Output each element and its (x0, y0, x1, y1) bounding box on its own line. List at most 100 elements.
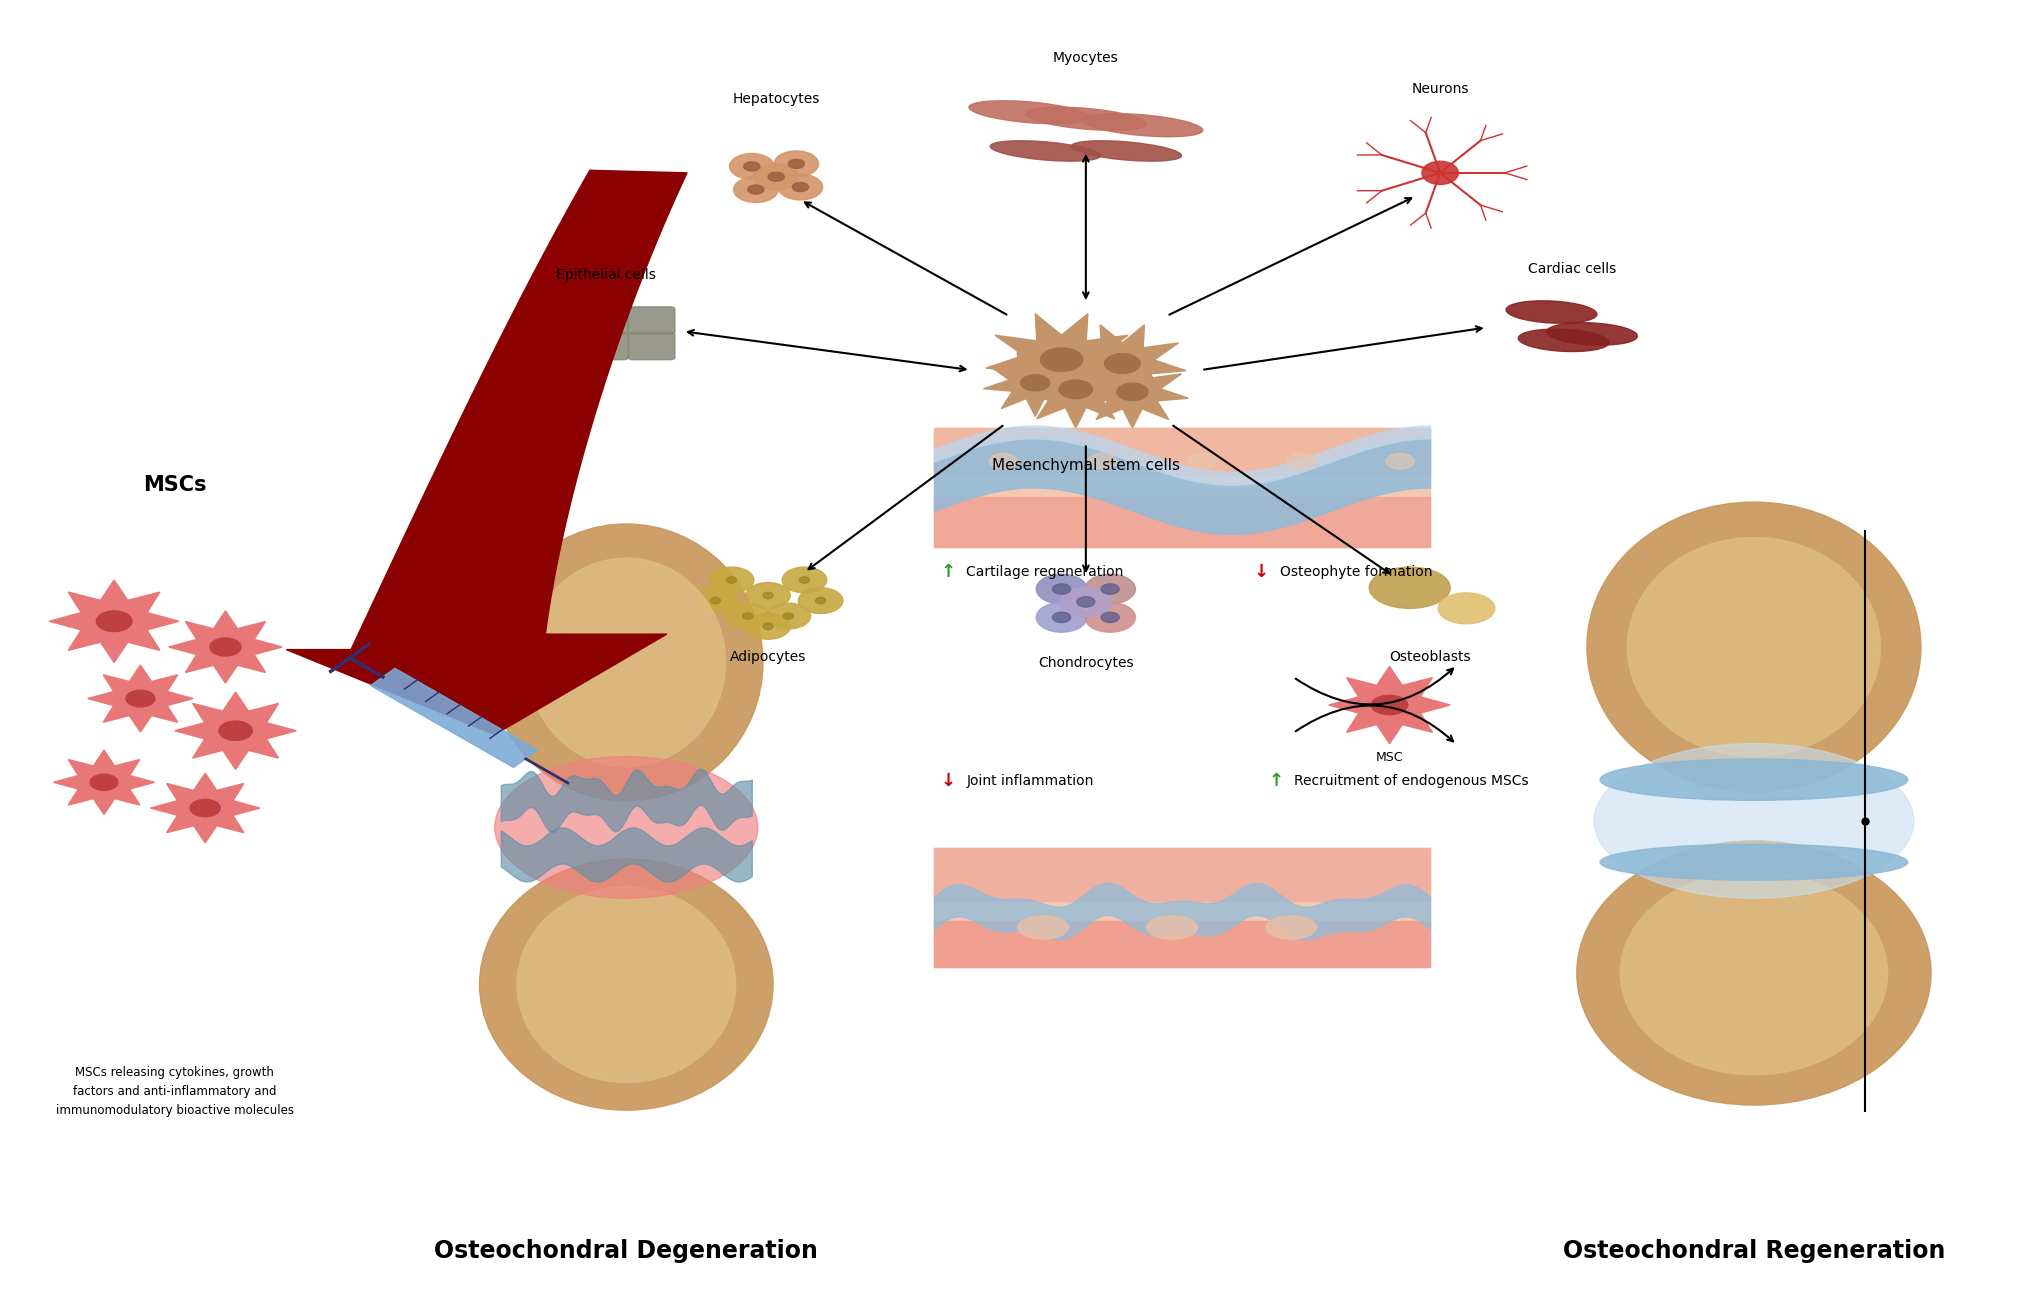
Ellipse shape (1386, 453, 1415, 468)
Text: Myocytes: Myocytes (1054, 50, 1119, 65)
Polygon shape (168, 611, 282, 683)
Ellipse shape (1587, 502, 1920, 792)
Ellipse shape (1084, 575, 1135, 604)
Polygon shape (49, 580, 179, 663)
Ellipse shape (1372, 695, 1407, 714)
Ellipse shape (1041, 348, 1082, 371)
FancyBboxPatch shape (934, 848, 1429, 902)
Ellipse shape (816, 598, 826, 604)
Polygon shape (1058, 325, 1186, 405)
Ellipse shape (1082, 114, 1202, 137)
Ellipse shape (798, 587, 842, 613)
Text: Osteophyte formation: Osteophyte formation (1281, 565, 1433, 580)
FancyBboxPatch shape (583, 307, 629, 334)
Ellipse shape (767, 172, 784, 181)
Ellipse shape (1021, 375, 1050, 391)
FancyBboxPatch shape (934, 497, 1429, 546)
Ellipse shape (788, 159, 804, 168)
Text: Recruitment of endogenous MSCs: Recruitment of endogenous MSCs (1295, 774, 1529, 788)
Ellipse shape (1060, 587, 1110, 617)
Ellipse shape (1506, 300, 1598, 324)
Ellipse shape (1060, 380, 1092, 399)
FancyBboxPatch shape (934, 428, 1429, 475)
Text: MSCs releasing cytokines, growth
factors and anti-inflammatory and
immunomodulat: MSCs releasing cytokines, growth factors… (57, 1066, 294, 1117)
Ellipse shape (745, 582, 790, 608)
Text: Epithelial cells: Epithelial cells (556, 268, 656, 282)
Ellipse shape (1620, 871, 1888, 1075)
Ellipse shape (747, 185, 763, 194)
Ellipse shape (800, 577, 810, 584)
Ellipse shape (765, 603, 810, 629)
Ellipse shape (191, 800, 219, 817)
Ellipse shape (773, 151, 818, 177)
FancyBboxPatch shape (536, 333, 583, 360)
Ellipse shape (495, 757, 757, 898)
Ellipse shape (1116, 383, 1149, 401)
Ellipse shape (991, 141, 1100, 162)
Ellipse shape (1267, 916, 1315, 939)
Ellipse shape (1594, 744, 1914, 898)
Ellipse shape (777, 175, 822, 199)
Ellipse shape (727, 577, 737, 584)
Ellipse shape (1518, 329, 1610, 352)
Ellipse shape (1100, 584, 1119, 594)
FancyBboxPatch shape (934, 428, 1429, 546)
Ellipse shape (708, 567, 753, 593)
Text: ↑: ↑ (1269, 773, 1283, 791)
Polygon shape (150, 774, 260, 842)
Ellipse shape (1600, 844, 1908, 880)
Ellipse shape (753, 164, 798, 190)
Ellipse shape (219, 721, 252, 740)
Polygon shape (286, 171, 686, 735)
Ellipse shape (989, 453, 1017, 468)
Polygon shape (987, 313, 1137, 409)
Ellipse shape (1147, 916, 1198, 939)
Text: ↓: ↓ (940, 773, 956, 791)
Ellipse shape (1547, 322, 1638, 345)
Ellipse shape (1017, 916, 1068, 939)
Ellipse shape (743, 613, 753, 620)
Ellipse shape (763, 624, 773, 630)
Ellipse shape (792, 182, 808, 192)
Text: Mesenchymal stem cells: Mesenchymal stem cells (993, 458, 1179, 472)
Text: ↑: ↑ (940, 563, 956, 581)
Ellipse shape (1025, 107, 1147, 131)
Ellipse shape (1076, 597, 1094, 607)
Ellipse shape (692, 587, 737, 613)
Ellipse shape (1084, 603, 1135, 633)
FancyBboxPatch shape (629, 333, 674, 360)
Polygon shape (1076, 358, 1188, 428)
Ellipse shape (1052, 612, 1070, 622)
FancyBboxPatch shape (583, 333, 629, 360)
Ellipse shape (1421, 162, 1458, 185)
Ellipse shape (1628, 537, 1880, 757)
Ellipse shape (1035, 575, 1086, 604)
Polygon shape (1330, 666, 1449, 744)
Ellipse shape (733, 177, 777, 202)
Polygon shape (175, 692, 296, 770)
Text: Cartilage regeneration: Cartilage regeneration (966, 565, 1125, 580)
Ellipse shape (528, 558, 725, 767)
Ellipse shape (710, 598, 721, 604)
Ellipse shape (479, 859, 773, 1110)
Text: MSC: MSC (1376, 752, 1403, 765)
Ellipse shape (729, 154, 773, 180)
Ellipse shape (725, 603, 769, 629)
Ellipse shape (745, 613, 790, 639)
Text: Cardiac cells: Cardiac cells (1529, 261, 1616, 276)
Ellipse shape (518, 886, 735, 1083)
Polygon shape (87, 665, 193, 732)
Ellipse shape (1287, 453, 1315, 468)
Ellipse shape (743, 162, 759, 171)
Ellipse shape (95, 611, 132, 631)
Ellipse shape (89, 774, 118, 791)
Ellipse shape (1437, 593, 1494, 624)
Ellipse shape (1052, 584, 1070, 594)
Ellipse shape (1370, 567, 1449, 608)
Ellipse shape (1600, 760, 1908, 800)
Ellipse shape (209, 638, 242, 656)
Ellipse shape (1035, 603, 1086, 633)
Text: Adipocytes: Adipocytes (731, 650, 806, 664)
FancyBboxPatch shape (934, 921, 1429, 967)
Ellipse shape (1577, 841, 1931, 1105)
